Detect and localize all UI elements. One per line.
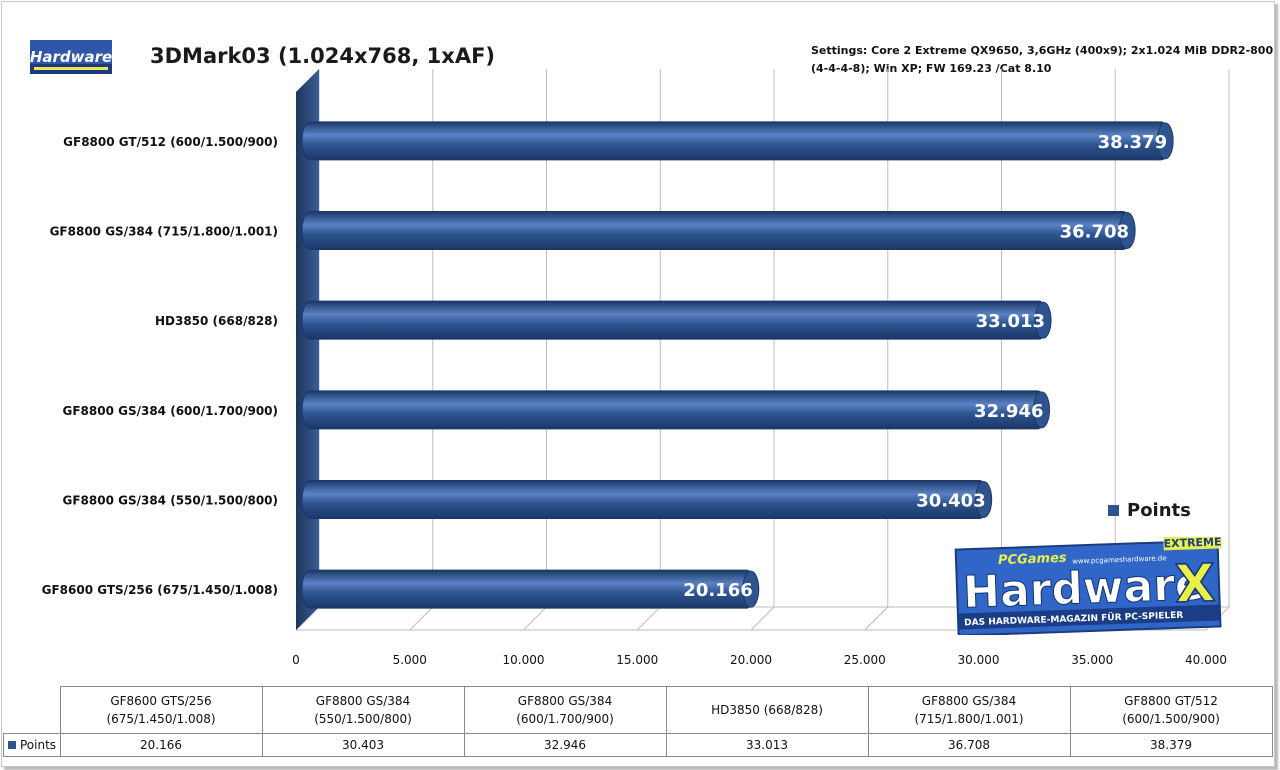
- table-header-cell: GF8800 GS/384 (600/1.700/900): [463, 686, 667, 734]
- gridline-floor: [636, 606, 661, 631]
- x-tick-label: 10.000: [503, 653, 545, 667]
- gridline-floor: [864, 606, 889, 631]
- table-cell: 38.379: [1069, 733, 1273, 757]
- category-label: GF8800 GT/512 (600/1.500/900): [63, 135, 278, 149]
- x-tick-label: 0: [292, 653, 300, 667]
- bar-end-cap: [1156, 122, 1174, 160]
- category-label: GF8600 GTS/256 (675/1.450/1.008): [42, 583, 278, 597]
- table-header-cell: GF8800 GS/384 (715/1.800/1.001): [867, 686, 1071, 734]
- bar: [301, 211, 1132, 250]
- bar: [301, 390, 1047, 430]
- bar: [301, 121, 1170, 161]
- x-tick-label: 25.000: [844, 653, 886, 667]
- svg-text:PCGames: PCGames: [998, 551, 1067, 568]
- bar-end-cap: [1034, 301, 1052, 339]
- table-cell: 32.946: [463, 733, 667, 757]
- legend-label: Points: [1127, 500, 1191, 521]
- pcgh-extreme-logo: PCGames www.pcgameshardware.de EXTREME H…: [954, 537, 1222, 635]
- table-swatch: [8, 741, 16, 749]
- category-label: HD3850 (668/828): [155, 314, 278, 328]
- table-cell: 20.166: [59, 733, 263, 757]
- table-header-cell: HD3850 (668/828): [665, 686, 869, 734]
- table-cell: 36.708: [867, 733, 1071, 757]
- table-row-label: Points: [3, 733, 61, 757]
- bar-end-cap: [742, 570, 760, 608]
- chart-title: 3DMark03 (1.024x768, 1xAF): [150, 44, 496, 68]
- x-tick-label: 35.000: [1071, 653, 1113, 667]
- bar-chart: 0 5.000 10.000 15.000 20.000 25.000 30.000 35.0…: [42, 69, 1230, 667]
- gridline-floor: [409, 606, 434, 631]
- table-row: Points 20.166 30.403 32.946 33.013 36.70…: [3, 733, 1273, 757]
- category-label: GF8800 GS/384 (715/1.800/1.001): [50, 225, 278, 239]
- category-label: GF8800 GS/384 (550/1.500/800): [62, 494, 278, 508]
- x-tick-label: 30.000: [958, 653, 1000, 667]
- svg-text:X: X: [1174, 554, 1216, 615]
- bar: [301, 300, 1048, 340]
- bar-end-cap: [1118, 212, 1136, 249]
- gridline-floor: [523, 606, 547, 631]
- table-header-row: GF8600 GTS/256 (675/1.450/1.008) GF8800 G…: [3, 686, 1273, 734]
- category-label: GF8800 GS/384 (600/1.700/900): [62, 404, 278, 418]
- table-header-cell: GF8800 GS/384 (550/1.500/800): [261, 686, 465, 734]
- table-header-cell: GF8600 GTS/256 (675/1.450/1.008): [59, 686, 263, 734]
- x-tick-label: 5.000: [393, 653, 427, 667]
- table-cell: 33.013: [665, 733, 869, 757]
- gridline-floor: [750, 606, 775, 631]
- table-cell: 30.403: [261, 733, 465, 757]
- x-tick-label: 40.000: [1185, 653, 1227, 667]
- bar: [301, 480, 989, 519]
- table-corner: [3, 686, 61, 734]
- x-tick-label: 20.000: [730, 653, 772, 667]
- pcgh-logo-small: Hardware: [30, 40, 112, 74]
- settings-note: Settings: Core 2 Extreme QX9650, 3,6GHz …: [811, 44, 1274, 75]
- svg-text:Hardware: Hardware: [30, 48, 112, 66]
- legend-swatch: [1108, 505, 1119, 516]
- svg-text:www.pcgameshardware.de: www.pcgameshardware.de: [1072, 554, 1167, 565]
- data-label: 20.166: [683, 580, 752, 601]
- bar-end-cap: [975, 481, 993, 518]
- data-label: 38.379: [1098, 132, 1167, 153]
- data-label: 32.946: [974, 401, 1043, 422]
- bar-end-cap: [1033, 391, 1051, 429]
- data-table: GF8600 GTS/256 (675/1.450/1.008) GF8800 G…: [3, 686, 1273, 757]
- data-label: 33.013: [976, 311, 1045, 332]
- data-label: 30.403: [916, 491, 985, 512]
- table-header-cell: GF8800 GT/512 (600/1.500/900): [1069, 686, 1273, 734]
- x-tick-label: 15.000: [616, 653, 658, 667]
- svg-text:EXTREME: EXTREME: [1163, 537, 1221, 550]
- svg-text:Hardware: Hardware: [962, 559, 1205, 618]
- data-label: 36.708: [1060, 222, 1129, 243]
- legend: Points: [1108, 500, 1191, 521]
